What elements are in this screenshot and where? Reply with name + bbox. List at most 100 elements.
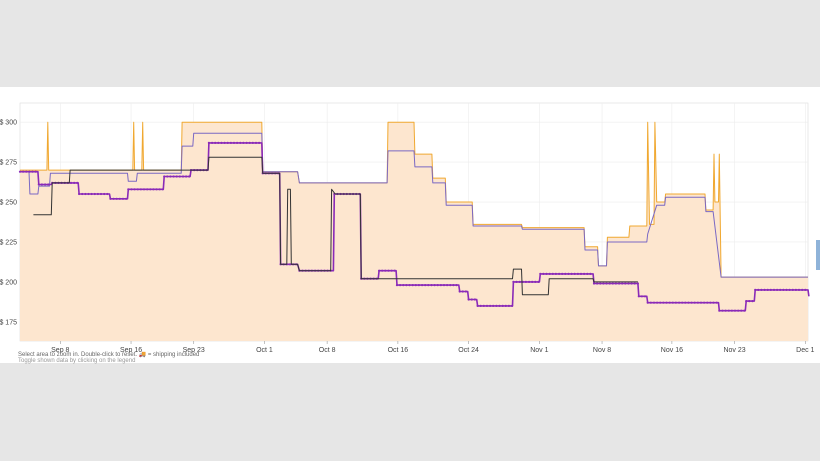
series-point[interactable] (709, 301, 712, 304)
series-point[interactable] (461, 290, 464, 293)
series-point[interactable] (393, 269, 396, 272)
series-point[interactable] (158, 188, 161, 191)
series-point[interactable] (87, 192, 90, 196)
series-point[interactable] (636, 282, 640, 285)
series-point[interactable] (769, 288, 772, 291)
series-point[interactable] (127, 188, 130, 191)
series-point[interactable] (161, 188, 164, 191)
series-point[interactable] (611, 282, 614, 285)
series-point[interactable] (671, 301, 674, 304)
series-point[interactable] (757, 288, 760, 291)
series-point[interactable] (121, 197, 125, 200)
series-point[interactable] (229, 141, 232, 144)
series-point[interactable] (424, 284, 427, 287)
series-point[interactable] (402, 284, 405, 287)
series-point[interactable] (498, 304, 501, 307)
series-point[interactable] (643, 295, 647, 298)
series-point[interactable] (44, 183, 47, 186)
series-point[interactable] (737, 309, 740, 312)
series-point[interactable] (214, 141, 217, 144)
series-point[interactable] (524, 280, 528, 283)
series-point[interactable] (84, 192, 87, 196)
series-point[interactable] (115, 197, 118, 200)
series-point[interactable] (130, 188, 133, 191)
series-point[interactable] (118, 197, 121, 200)
series-point[interactable] (570, 272, 573, 275)
series-point[interactable] (217, 141, 220, 144)
series-point[interactable] (449, 284, 452, 287)
series-point[interactable] (28, 170, 31, 173)
series-point[interactable] (548, 272, 551, 275)
series-point[interactable] (637, 295, 640, 298)
series-point[interactable] (236, 141, 239, 144)
series-point[interactable] (188, 175, 191, 178)
series-point[interactable] (724, 309, 727, 312)
series-point[interactable] (436, 284, 439, 287)
series-point[interactable] (207, 141, 210, 144)
series-point[interactable] (258, 141, 261, 144)
series-point[interactable] (47, 183, 50, 186)
series-point[interactable] (608, 282, 611, 285)
series-point[interactable] (395, 284, 399, 287)
series-point[interactable] (687, 301, 690, 304)
series-point[interactable] (545, 272, 548, 275)
series-point[interactable] (146, 188, 149, 191)
series-point[interactable] (754, 288, 757, 291)
series-point[interactable] (763, 288, 766, 291)
series-point[interactable] (621, 282, 624, 285)
series-point[interactable] (220, 141, 223, 144)
series-point[interactable] (586, 272, 589, 275)
series-point[interactable] (467, 298, 470, 301)
series-point[interactable] (442, 284, 446, 287)
series-point[interactable] (748, 300, 751, 303)
series-point[interactable] (288, 263, 292, 266)
series-point[interactable] (185, 175, 188, 178)
series-point[interactable] (537, 280, 540, 283)
series-point[interactable] (411, 284, 414, 287)
series-point[interactable] (242, 141, 245, 144)
series-point[interactable] (751, 300, 754, 303)
series-point[interactable] (106, 192, 109, 196)
series-point[interactable] (473, 298, 476, 301)
series-point[interactable] (414, 284, 417, 287)
series-point[interactable] (40, 183, 44, 186)
series-point[interactable] (476, 304, 479, 307)
series-point[interactable] (551, 272, 554, 275)
series-point[interactable] (779, 288, 782, 291)
series-point[interactable] (528, 280, 531, 283)
series-point[interactable] (573, 272, 576, 275)
series-point[interactable] (579, 272, 583, 275)
series-point[interactable] (226, 141, 229, 144)
series-point[interactable] (96, 192, 99, 196)
series-point[interactable] (239, 141, 242, 144)
series-point[interactable] (614, 282, 618, 285)
series-point[interactable] (133, 188, 136, 191)
series-point[interactable] (542, 272, 545, 275)
series-point[interactable] (772, 288, 776, 291)
series-point[interactable] (712, 301, 715, 304)
series-point[interactable] (163, 175, 166, 178)
series-point[interactable] (18, 170, 22, 173)
series-point[interactable] (37, 183, 40, 186)
series-point[interactable] (539, 272, 542, 275)
series-point[interactable] (703, 301, 706, 304)
series-point[interactable] (103, 192, 106, 196)
series-point[interactable] (430, 284, 433, 287)
series-point[interactable] (633, 282, 636, 285)
series-point[interactable] (495, 304, 498, 307)
series-point[interactable] (602, 282, 605, 285)
series-point[interactable] (384, 269, 387, 272)
series-point[interactable] (458, 290, 461, 293)
series-point[interactable] (223, 141, 226, 144)
series-point[interactable] (93, 192, 96, 196)
series-point[interactable] (558, 272, 561, 275)
series-point[interactable] (630, 282, 633, 285)
series-point[interactable] (567, 272, 570, 275)
series-point[interactable] (776, 288, 779, 291)
series-point[interactable] (34, 170, 37, 173)
series-point[interactable] (801, 288, 804, 291)
series-point[interactable] (699, 301, 703, 304)
series-point[interactable] (485, 304, 489, 307)
series-point[interactable] (172, 175, 175, 178)
series-point[interactable] (743, 309, 746, 312)
